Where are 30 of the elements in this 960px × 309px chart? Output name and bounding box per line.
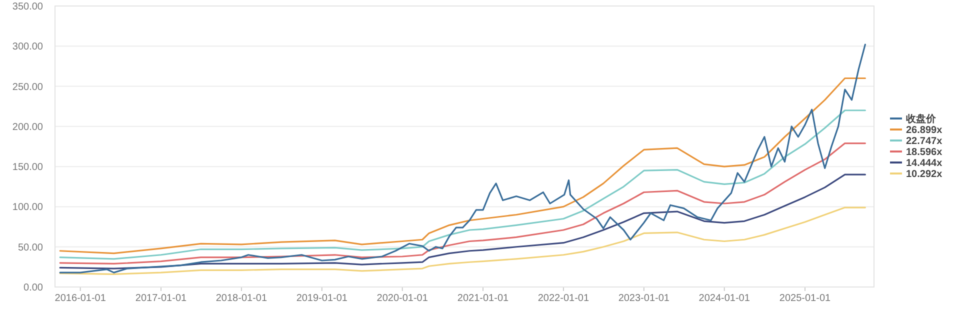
x-tick-label: 2025-01-01 [779,293,832,304]
y-tick-label: 200.00 [12,122,44,133]
legend-label: 18.596x [906,147,943,158]
line-series [59,174,866,270]
line-series [59,77,866,254]
line-series [59,142,866,265]
line-series [59,44,866,274]
x-tick-label: 2017-01-01 [135,293,188,304]
y-tick-label: 100.00 [12,202,44,214]
legend-label: 14.444x [906,158,943,169]
line-series [59,110,866,260]
legend-label: 收盘价 [906,113,937,125]
x-tick-label: 2021-01-01 [457,293,510,304]
line-series [59,206,866,275]
x-tick-label: 2020-01-01 [376,293,428,304]
legend-label: 22.747x [906,136,943,147]
x-tick-label: 2016-01-01 [54,293,106,304]
y-tick-label: 0.00 [24,282,44,294]
y-tick-label: 250.00 [12,82,44,93]
y-tick-label: 150.00 [12,162,44,174]
legend-label: 26.899x [906,125,943,136]
x-tick-label: 2024-01-01 [698,293,750,304]
y-tick-label: 350.00 [12,2,44,12]
x-tick-label: 2019-01-01 [296,293,348,304]
x-tick-label: 2023-01-01 [618,293,670,304]
legend-label: 10.292x [906,169,943,180]
x-tick-label: 2018-01-01 [216,293,268,304]
x-tick-label: 2022-01-01 [538,293,590,304]
y-tick-label: 300.00 [12,42,44,53]
y-tick-label: 50.00 [18,242,44,254]
